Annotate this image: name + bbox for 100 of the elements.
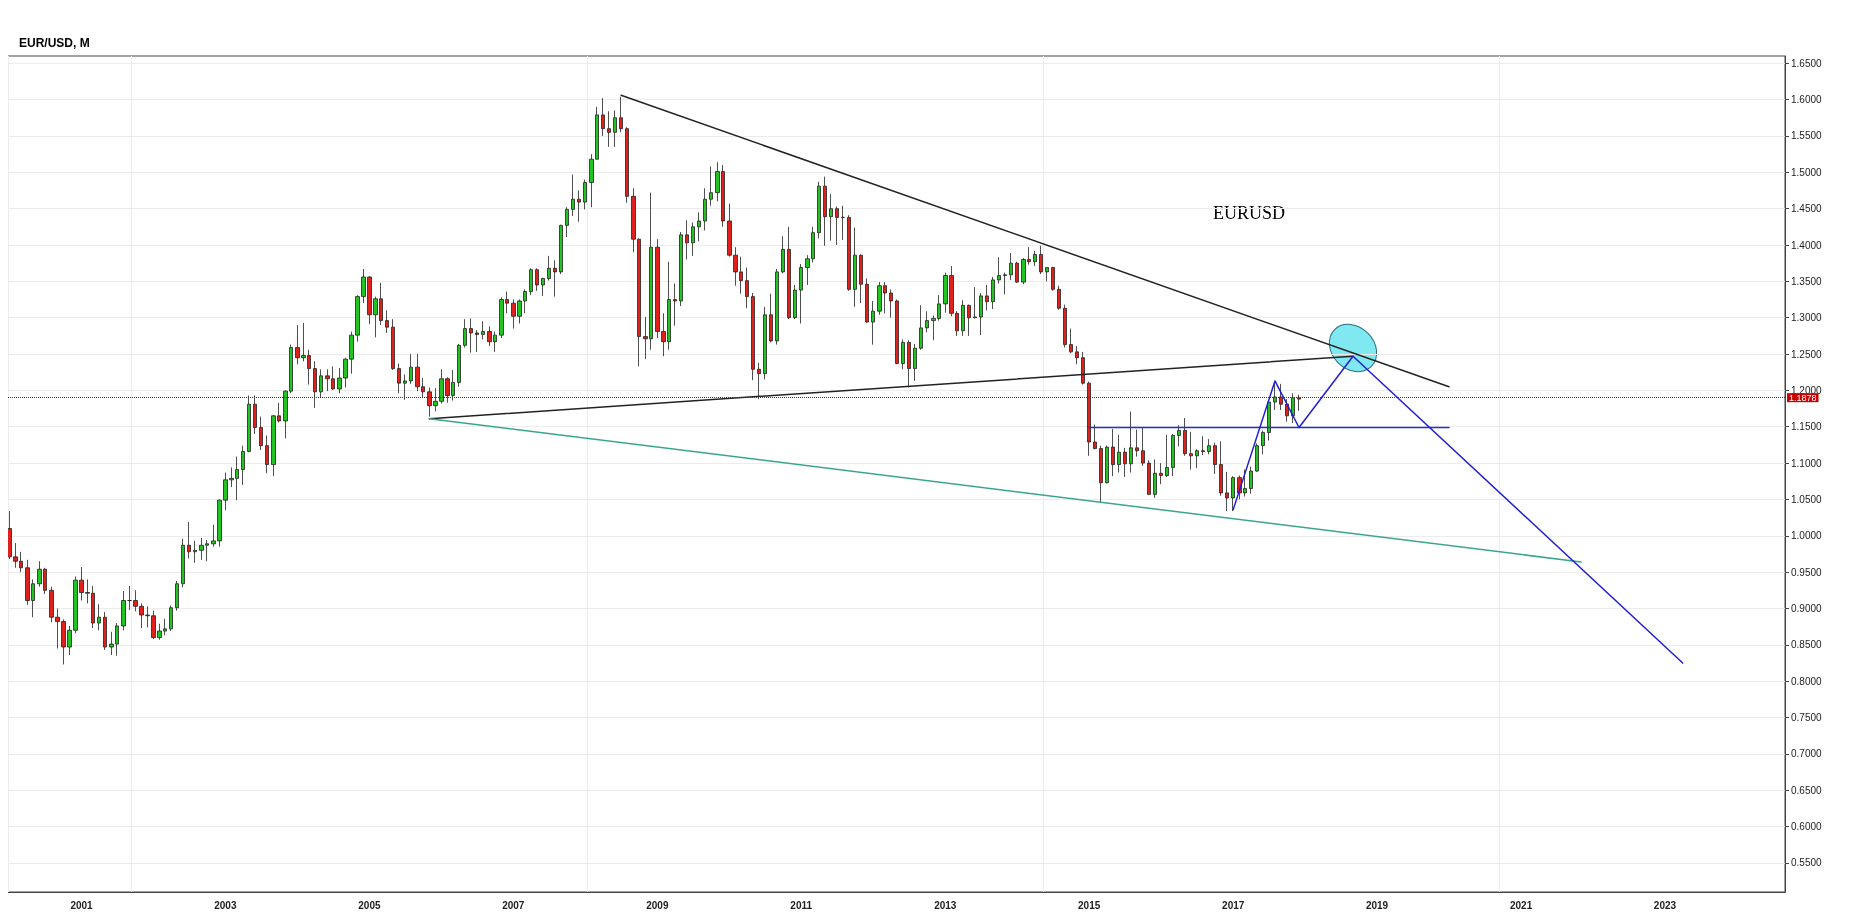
- candlestick: [697, 211, 701, 242]
- candlestick: [1111, 428, 1115, 477]
- candlestick: [871, 300, 875, 345]
- candlestick: [913, 343, 917, 382]
- y-tick-label: 1.2500: [1791, 348, 1823, 360]
- candlestick: [859, 254, 863, 304]
- candlestick: [391, 318, 395, 371]
- candlestick: [1039, 245, 1043, 275]
- candlestick: [601, 97, 605, 137]
- candlestick: [187, 521, 191, 559]
- candlestick: [763, 306, 767, 380]
- x-tick-label: 2023: [1653, 899, 1677, 911]
- candlestick: [1045, 267, 1049, 282]
- candlestick: [919, 304, 923, 351]
- candlestick: [979, 292, 983, 336]
- candlestick: [1033, 250, 1037, 267]
- candlestick: [241, 445, 245, 486]
- candlestick: [475, 329, 479, 353]
- y-tick-label: 0.5500: [1791, 857, 1823, 869]
- y-tick-label: 1.4500: [1791, 203, 1823, 215]
- candlestick: [679, 231, 683, 307]
- candlestick: [1201, 435, 1205, 456]
- candlestick: [1183, 417, 1187, 457]
- candlestick: [1255, 443, 1259, 473]
- candlestick: [181, 538, 185, 588]
- candlestick: [565, 206, 569, 238]
- candlestick: [865, 278, 869, 324]
- candlestick: [457, 343, 461, 388]
- candlestick: [607, 110, 611, 148]
- candlestick: [823, 176, 827, 247]
- candlestick: [559, 224, 563, 275]
- candlestick: [787, 226, 791, 320]
- candlestick: [1099, 445, 1103, 503]
- x-tick-label: 2021: [1510, 899, 1533, 911]
- y-tick-label: 0.7500: [1791, 712, 1823, 724]
- candlestick: [1135, 429, 1139, 457]
- candlestick: [1177, 424, 1181, 447]
- candlestick: [1165, 434, 1169, 478]
- candlestick: [385, 310, 389, 334]
- candlestick: [781, 235, 785, 274]
- chart-title: EUR/USD, M: [19, 36, 90, 50]
- candlestick: [313, 360, 317, 409]
- x-tick-label: 2011: [790, 899, 813, 911]
- candlestick: [1195, 448, 1199, 469]
- candlestick: [553, 259, 557, 298]
- candlestick: [1171, 433, 1175, 477]
- line-series: [1232, 355, 1684, 664]
- y-tick-label: 1.5000: [1791, 166, 1823, 178]
- candlestick: [709, 166, 713, 207]
- candlestick: [685, 219, 689, 260]
- candlestick: [175, 580, 179, 612]
- candlestick: [895, 299, 899, 365]
- candlestick: [1273, 383, 1277, 411]
- candlestick: [409, 353, 413, 385]
- candlestick: [1123, 447, 1127, 478]
- candlestick: [541, 277, 545, 297]
- candlestick: [577, 190, 581, 223]
- y-tick-label: 0.9000: [1791, 602, 1823, 614]
- candlestick: [925, 310, 929, 333]
- candlestick: [793, 284, 797, 320]
- y-tick-label: 1.3000: [1791, 312, 1823, 324]
- candlestick: [1213, 442, 1217, 475]
- candlestick: [547, 255, 551, 282]
- candlestick: [1141, 427, 1145, 467]
- candlestick: [469, 318, 473, 353]
- candlestick: [319, 368, 323, 399]
- candlestick: [529, 267, 533, 296]
- candlestick: [613, 110, 617, 148]
- candlestick: [1009, 252, 1013, 281]
- candlestick: [835, 206, 839, 246]
- candlestick: [991, 276, 995, 310]
- y-tick-label: 1.4000: [1791, 239, 1823, 251]
- candlestick: [463, 318, 467, 348]
- y-tick-label: 1.0500: [1791, 493, 1823, 505]
- candlestick: [997, 256, 1001, 284]
- candlestick: [1015, 261, 1019, 284]
- y-tick-label: 0.6500: [1791, 784, 1823, 796]
- y-tick-label: 0.9500: [1791, 566, 1823, 578]
- candlestick: [1057, 285, 1061, 311]
- candlestick: [847, 214, 851, 292]
- x-tick-label: 2017: [1222, 899, 1245, 911]
- candlestick: [691, 222, 695, 257]
- candlestick: [169, 605, 173, 632]
- candlestick: [1219, 440, 1223, 497]
- candlestick: [967, 304, 971, 337]
- x-tick-label: 2007: [502, 899, 525, 911]
- candlestick: [817, 181, 821, 239]
- candlestick: [961, 299, 965, 337]
- candlestick: [1279, 383, 1283, 411]
- candlestick: [259, 416, 263, 451]
- candlestick: [889, 288, 893, 319]
- x-tick-label: 2019: [1365, 899, 1389, 911]
- candlestick: [1093, 424, 1097, 450]
- x-tick-label: 2001: [70, 899, 94, 911]
- y-tick-label: 1.6000: [1791, 94, 1823, 106]
- candlestick: [583, 179, 587, 210]
- candlestick: [1129, 411, 1133, 473]
- candlestick: [1087, 381, 1091, 457]
- candlestick: [1117, 434, 1121, 473]
- y-tick-label: 0.7000: [1791, 748, 1823, 760]
